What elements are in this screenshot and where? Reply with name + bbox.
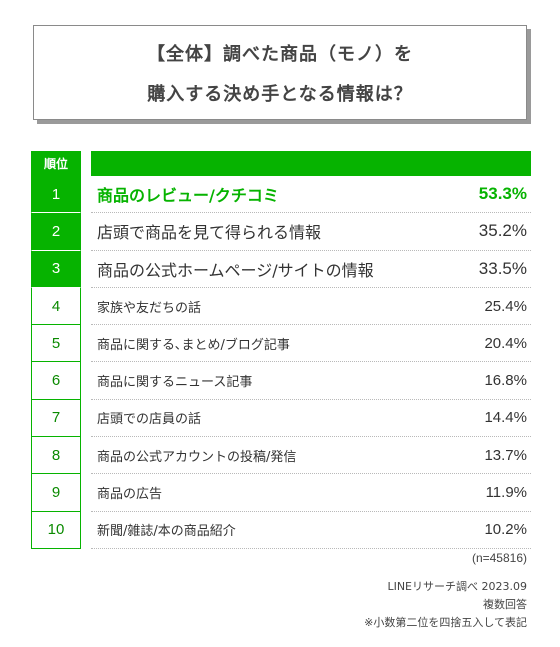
item-cell: 商品の広告 11.9% (91, 474, 531, 512)
item-label: 商品の公式アカウントの投稿/発信 (97, 449, 297, 465)
item-value: 10.2% (484, 521, 527, 539)
item-cell: 商品の公式ホームページ/サイトの情報 33.5% (91, 251, 531, 288)
rank-number: 7 (31, 399, 81, 438)
ranking-table: 1 商品のレビュー/クチコミ 53.3% 2 店頭で商品を見て得られる情報 35.2% 3 商… (31, 176, 531, 549)
item-value: 53.3% (478, 184, 527, 204)
item-cell: 商品のレビュー/クチコミ 53.3% (91, 176, 531, 214)
table-row: 3 商品の公式ホームページ/サイトの情報 33.5% (31, 250, 531, 288)
item-cell: 店頭での店員の話 14.4% (91, 400, 531, 438)
item-label: 商品に関するニュース記事 (97, 375, 253, 391)
title-line-1: 【全体】調べた商品（モノ）を (147, 43, 413, 65)
item-value: 16.8% (484, 372, 527, 390)
table-row: 1 商品のレビュー/クチコミ 53.3% (31, 176, 531, 214)
sample-size-note: (n=45816) (471, 551, 527, 565)
item-label: 商品の公式ホームページ/サイトの情報 (97, 260, 374, 280)
item-label: 家族や友だちの話 (97, 300, 202, 316)
rank-number: 10 (31, 511, 81, 549)
table-row: 2 店頭で商品を見て得られる情報 35.2% (31, 213, 531, 251)
item-label: 商品のレビュー/クチコミ (97, 186, 279, 206)
table-row: 5 商品に関する､まとめ/ブログ記事 20.4% (31, 325, 531, 363)
item-cell: 店頭で商品を見て得られる情報 35.2% (91, 213, 531, 251)
source-note: LINEリサーチ調べ 2023.09 (387, 580, 527, 593)
rank-number: 9 (31, 474, 81, 512)
item-cell: 商品に関する､まとめ/ブログ記事 20.4% (91, 325, 531, 363)
rank-column-header: 順位 (31, 151, 81, 176)
item-value: 14.4% (484, 409, 527, 427)
table-row: 6 商品に関するニュース記事 16.8% (31, 362, 531, 400)
item-value: 11.9% (485, 484, 527, 502)
item-cell: 新聞/雑誌/本の商品紹介 10.2% (91, 512, 531, 549)
item-label: 商品の広告 (97, 487, 163, 503)
items-header-bar (91, 151, 531, 176)
item-value: 20.4% (484, 334, 527, 352)
item-value: 35.2% (478, 221, 527, 241)
rank-number: 2 (31, 213, 81, 251)
item-value: 33.5% (478, 258, 527, 278)
rank-number: 5 (31, 325, 81, 363)
item-label: 店頭での店員の話 (97, 412, 202, 428)
item-label: 店頭で商品を見て得られる情報 (97, 223, 322, 243)
rank-number: 6 (31, 362, 81, 400)
title-line-2: 購入する決め手となる情報は？ (147, 83, 413, 105)
table-row: 10 新聞/雑誌/本の商品紹介 10.2% (31, 511, 531, 549)
multiple-answer-note: 複数回答 (483, 598, 527, 611)
rank-number: 8 (31, 437, 81, 475)
table-row: 8 商品の公式アカウントの投稿/発信 13.7% (31, 437, 531, 475)
table-row: 7 店頭での店員の話 14.4% (31, 399, 531, 438)
item-label: 新聞/雑誌/本の商品紹介 (97, 524, 236, 540)
item-value: 13.7% (484, 446, 527, 464)
item-cell: 家族や友だちの話 25.4% (91, 288, 531, 326)
item-cell: 商品に関するニュース記事 16.8% (91, 362, 531, 400)
item-value: 25.4% (484, 297, 527, 315)
item-cell: 商品の公式アカウントの投稿/発信 13.7% (91, 437, 531, 475)
rank-number: 3 (31, 250, 81, 288)
rounding-note: ※小数第二位を四捨五入して表記 (364, 616, 527, 629)
table-row: 9 商品の広告 11.9% (31, 474, 531, 512)
item-label: 商品に関する､まとめ/ブログ記事 (97, 337, 290, 353)
table-row: 4 家族や友だちの話 25.4% (31, 287, 531, 326)
rank-number: 4 (31, 287, 81, 326)
title-box: 【全体】調べた商品（モノ）を 購入する決め手となる情報は？ (33, 25, 527, 120)
rank-number: 1 (31, 176, 81, 214)
